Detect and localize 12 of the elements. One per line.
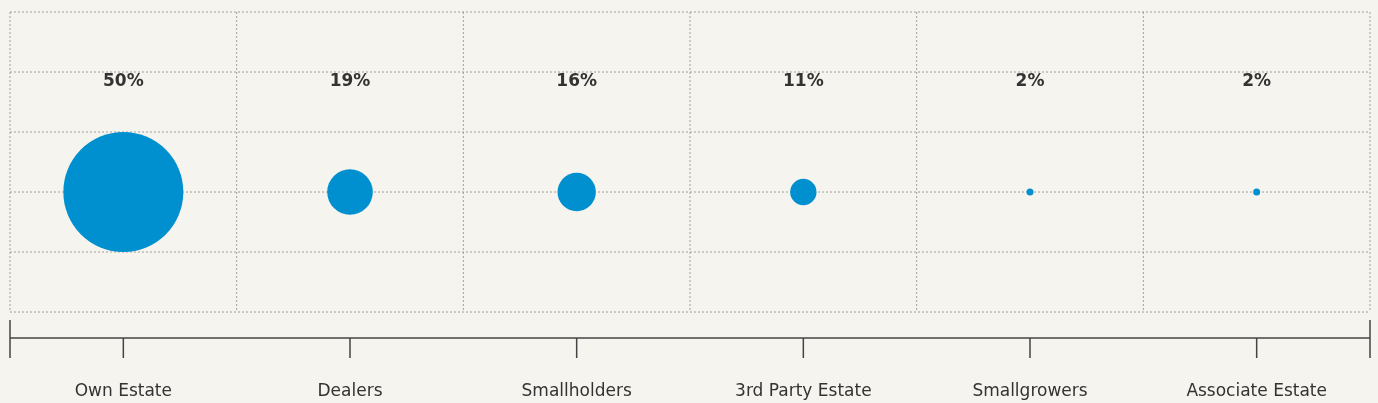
data-label: 11% [782,70,824,90]
category-label: Smallgrowers [972,380,1088,400]
category-label: Associate Estate [1186,380,1327,400]
category-label: 3rd Party Estate [735,380,872,400]
category-label: Dealers [317,380,383,400]
data-label: 19% [329,70,371,90]
category-label: Own Estate [74,380,172,400]
category-label: Smallholders [521,380,632,400]
data-label: 2% [1015,70,1045,90]
data-label: 16% [556,70,598,90]
data-label: 2% [1242,70,1272,90]
data-label: 50% [102,70,144,90]
